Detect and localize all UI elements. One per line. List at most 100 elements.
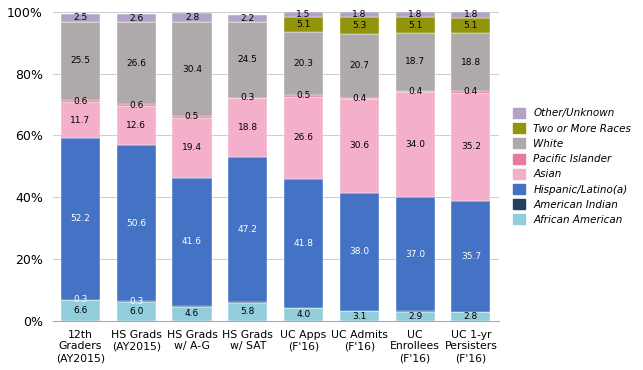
Text: 50.6: 50.6 (126, 219, 146, 228)
Bar (284, 32, 323, 95)
Bar (395, 92, 435, 197)
Text: 0.4: 0.4 (464, 87, 478, 97)
Bar (284, 309, 323, 321)
Bar (451, 17, 491, 33)
Bar (116, 302, 156, 321)
Text: 5.1: 5.1 (464, 21, 478, 30)
Bar (228, 22, 267, 98)
Text: 41.6: 41.6 (182, 237, 202, 246)
Bar (61, 102, 100, 138)
Text: 1.5: 1.5 (296, 10, 311, 19)
Text: 0.3: 0.3 (129, 297, 143, 306)
Text: 3.1: 3.1 (352, 312, 367, 320)
Text: 0.5: 0.5 (185, 112, 199, 121)
Bar (116, 104, 156, 106)
Bar (228, 303, 267, 321)
Bar (395, 91, 435, 92)
Bar (116, 14, 156, 22)
Text: 52.2: 52.2 (71, 214, 91, 223)
Text: 38.0: 38.0 (349, 248, 370, 256)
Bar (61, 14, 100, 21)
Text: 0.6: 0.6 (73, 97, 87, 106)
Bar (340, 34, 379, 98)
Bar (61, 300, 100, 321)
Text: 6.6: 6.6 (73, 306, 87, 315)
Text: 4.0: 4.0 (296, 310, 311, 319)
Bar (395, 312, 435, 321)
Text: 0.4: 0.4 (352, 94, 367, 102)
Bar (451, 33, 491, 91)
Text: 2.9: 2.9 (408, 312, 422, 321)
Bar (395, 197, 435, 311)
Text: 2.6: 2.6 (129, 14, 143, 23)
Text: 24.5: 24.5 (238, 55, 258, 64)
Text: 26.6: 26.6 (126, 59, 146, 68)
Bar (395, 17, 435, 33)
Bar (61, 138, 100, 299)
Text: 5.8: 5.8 (240, 307, 255, 316)
Bar (340, 17, 379, 34)
Bar (395, 11, 435, 17)
Bar (395, 33, 435, 91)
Text: 37.0: 37.0 (405, 250, 425, 259)
Text: 30.6: 30.6 (349, 141, 370, 151)
Bar (172, 118, 212, 178)
Text: 6.0: 6.0 (129, 307, 143, 316)
Bar (228, 98, 267, 157)
Bar (340, 193, 379, 311)
Bar (340, 98, 379, 99)
Text: 19.4: 19.4 (182, 143, 202, 152)
Text: 0.6: 0.6 (129, 101, 143, 110)
Text: 41.8: 41.8 (294, 239, 314, 248)
Bar (172, 22, 212, 116)
Text: 25.5: 25.5 (71, 56, 91, 65)
Legend: Other/Unknown, Two or More Races, White, Pacific Islander, Asian, Hispanic/Latin: Other/Unknown, Two or More Races, White,… (509, 104, 635, 229)
Bar (172, 307, 212, 321)
Bar (172, 306, 212, 307)
Bar (116, 106, 156, 145)
Bar (284, 308, 323, 309)
Bar (451, 312, 491, 321)
Text: 2.8: 2.8 (464, 312, 478, 321)
Bar (61, 21, 100, 100)
Text: 0.3: 0.3 (240, 94, 255, 102)
Text: 5.3: 5.3 (352, 21, 367, 30)
Text: 0.5: 0.5 (296, 91, 311, 100)
Bar (172, 116, 212, 118)
Text: 12.6: 12.6 (126, 121, 146, 130)
Bar (451, 201, 491, 312)
Bar (284, 17, 323, 32)
Text: 26.6: 26.6 (294, 133, 314, 142)
Text: 5.1: 5.1 (296, 20, 311, 29)
Text: 11.7: 11.7 (70, 116, 91, 125)
Text: 47.2: 47.2 (238, 225, 258, 234)
Bar (451, 12, 491, 17)
Text: 5.1: 5.1 (408, 21, 422, 30)
Text: 0.3: 0.3 (73, 296, 87, 305)
Text: 18.8: 18.8 (461, 58, 481, 67)
Text: 30.4: 30.4 (182, 65, 202, 74)
Bar (395, 311, 435, 312)
Text: 0.4: 0.4 (408, 87, 422, 96)
Text: 35.7: 35.7 (461, 252, 481, 261)
Bar (61, 299, 100, 300)
Text: 2.2: 2.2 (240, 14, 255, 23)
Bar (116, 145, 156, 302)
Bar (228, 302, 267, 303)
Text: 18.7: 18.7 (405, 57, 425, 66)
Text: 1.8: 1.8 (408, 10, 422, 19)
Bar (284, 97, 323, 179)
Text: 2.5: 2.5 (73, 13, 87, 22)
Bar (284, 179, 323, 308)
Text: 35.2: 35.2 (461, 142, 481, 151)
Bar (284, 12, 323, 17)
Bar (340, 99, 379, 193)
Text: 20.7: 20.7 (349, 61, 369, 70)
Bar (172, 178, 212, 306)
Bar (61, 100, 100, 102)
Text: 34.0: 34.0 (405, 140, 425, 149)
Text: 20.3: 20.3 (294, 59, 314, 68)
Text: 18.8: 18.8 (238, 123, 258, 132)
Bar (340, 11, 379, 17)
Bar (116, 22, 156, 104)
